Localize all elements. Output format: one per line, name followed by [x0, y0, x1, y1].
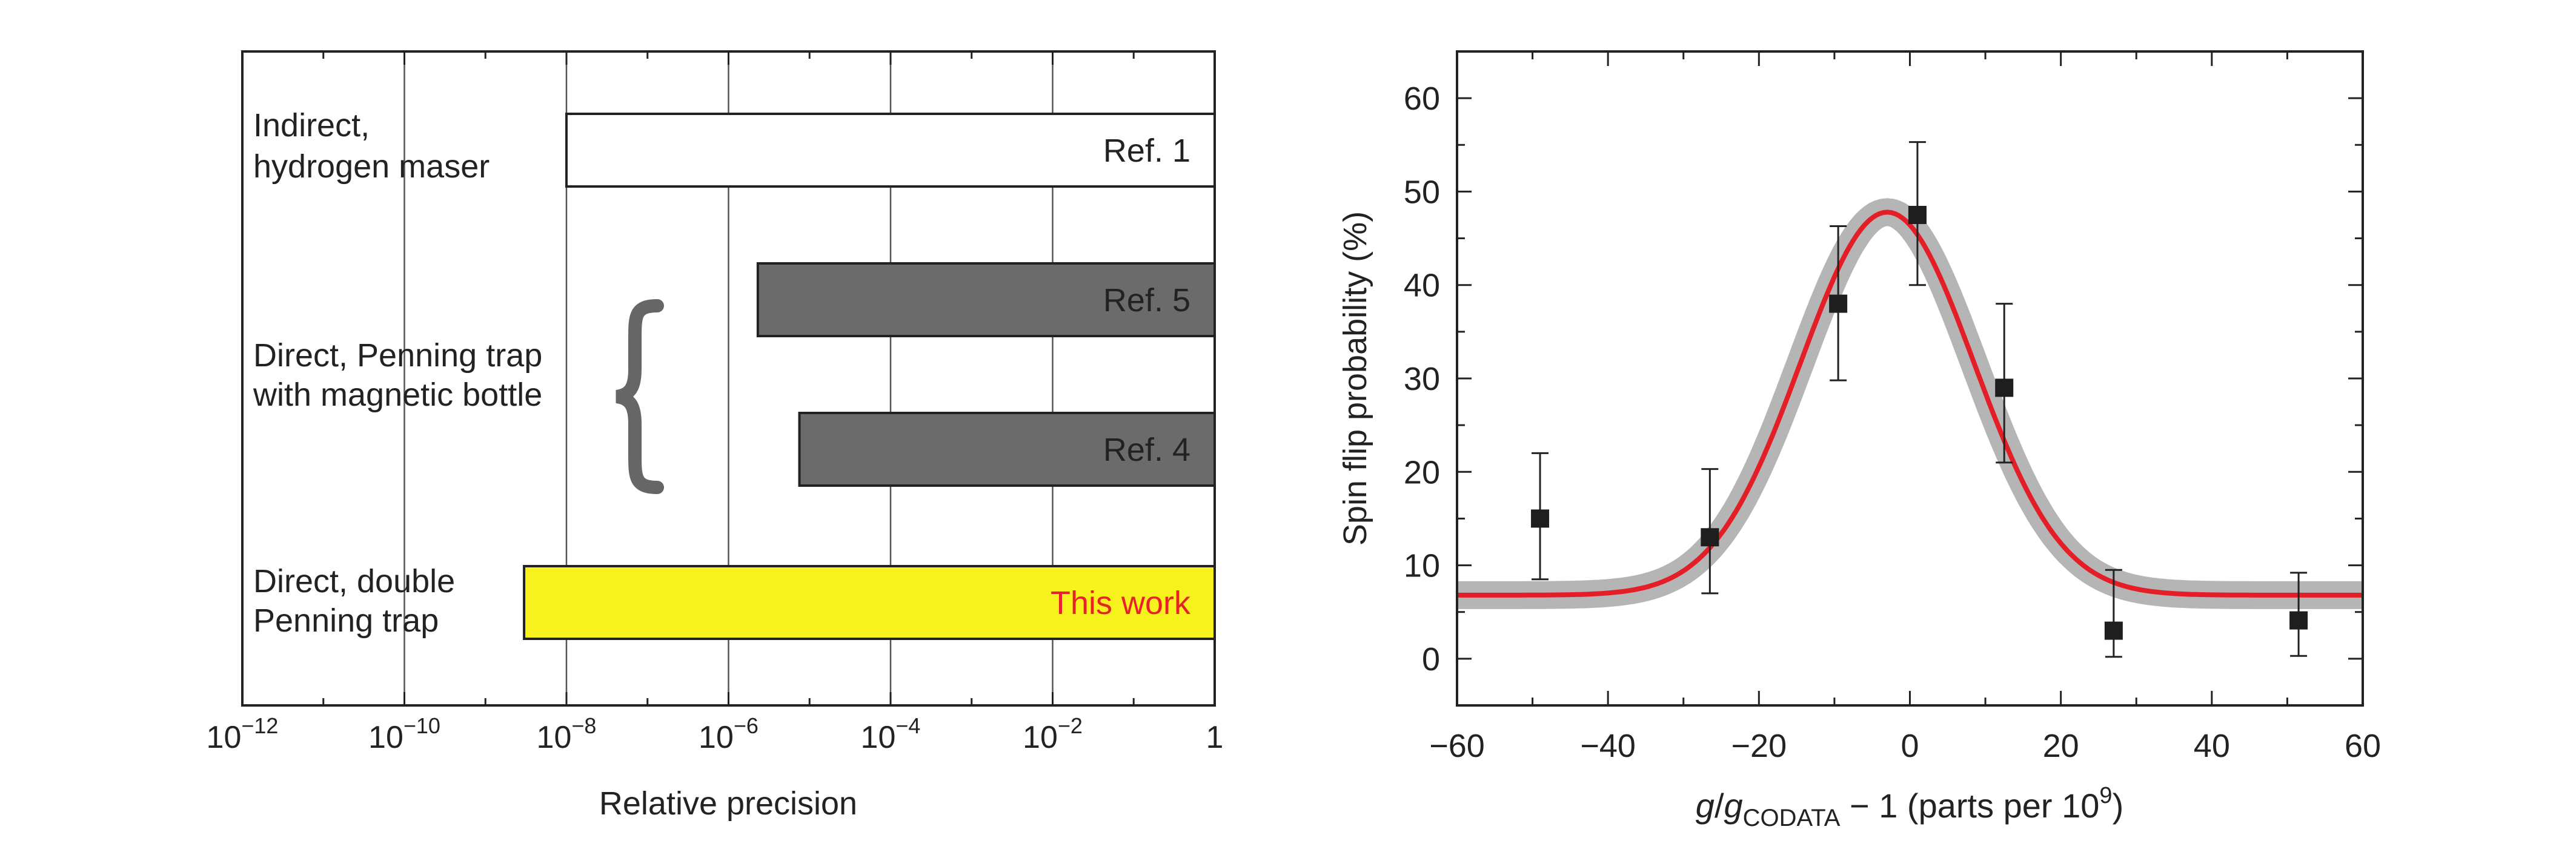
precision-bar-label: Ref. 4: [1103, 432, 1190, 468]
precision-tick-label: 10−6: [699, 713, 759, 755]
data-point-group: [1531, 452, 1550, 581]
data-point-group: [1995, 303, 2014, 464]
data-point: [2289, 611, 2308, 630]
precision-bar: [798, 412, 1216, 487]
spin-y-tick-label: 0: [1422, 641, 1440, 678]
precision-x-tick-labels: 10−12 10−10 10−8 10−6 10−4 10−2 1: [207, 713, 1224, 755]
spin-y-tick-label: 50: [1404, 174, 1440, 210]
spin-y-axis-label: Spin flip probability (%): [1337, 211, 1373, 546]
group-brace: [615, 299, 664, 494]
precision-tick-label: 10−2: [1023, 713, 1083, 755]
data-point: [1908, 206, 1927, 224]
data-point: [1531, 509, 1550, 528]
spin-y-tick-labels: 0 10 20 30 40 50 60: [1404, 81, 1440, 678]
spin-x-tick-label: 0: [1900, 728, 1919, 764]
spin-x-tick-label: 40: [2194, 728, 2230, 764]
precision-bar-label: This work: [1051, 585, 1191, 621]
data-point: [1995, 378, 2014, 397]
spin-y-tick-label: 30: [1404, 361, 1440, 397]
spin-x-tick-label: 60: [2345, 728, 2381, 764]
precision-tick-label: 1: [1206, 720, 1224, 755]
spin-x-tick-label: −60: [1429, 728, 1485, 764]
spin-ticks: [1456, 50, 2364, 707]
spin-x-tick-label: −20: [1731, 728, 1787, 764]
measurement-group-labels: Indirect, hydrogen maser Direct, Penning t…: [253, 107, 664, 639]
precision-bar-label: Ref. 1: [1103, 133, 1190, 169]
spin-x-tick-label: −40: [1580, 728, 1636, 764]
data-point-group: [1701, 468, 1719, 595]
precision-tick-label: 10−4: [861, 713, 921, 755]
data-point: [1701, 528, 1719, 547]
data-point: [1829, 294, 1848, 313]
data-point-group: [2289, 572, 2308, 657]
group-label-line: hydrogen maser: [253, 148, 490, 185]
precision-bar: [565, 113, 1216, 188]
group-label-line: Indirect,: [253, 107, 370, 144]
spin-x-tick-label: 20: [2043, 728, 2079, 764]
spin-y-tick-label: 20: [1404, 454, 1440, 490]
data-point-group: [2104, 569, 2123, 658]
gaussian-fit: [1447, 198, 2373, 609]
fit-confidence-band: [1447, 198, 2373, 609]
group-label-line: Direct, double: [253, 563, 455, 599]
group-label-line: Penning trap: [253, 602, 439, 639]
group-label-line: with magnetic bottle: [253, 377, 542, 413]
spin-flip-chart: −60 −40 −20 0 20 40 60 0 10 20 30 40 50 60 Spin flip…: [1337, 50, 2381, 831]
spin-y-tick-label: 60: [1404, 81, 1440, 117]
precision-tick-label: 10−12: [207, 713, 279, 755]
precision-bars: Ref. 1 Ref. 5 Ref. 4 This work: [523, 113, 1216, 640]
data-point: [2104, 621, 2123, 640]
spin-y-tick-label: 40: [1404, 268, 1440, 304]
data-point-group: [1829, 225, 1848, 381]
fit-curve: [1457, 210, 2363, 598]
precision-tick-label: 10−8: [537, 713, 597, 755]
precision-bar-label: Ref. 5: [1103, 282, 1190, 318]
precision-bar: [756, 262, 1216, 337]
group-label-line: Direct, Penning trap: [253, 337, 542, 374]
spin-x-tick-labels: −60 −40 −20 0 20 40 60: [1429, 728, 2381, 764]
precision-x-axis-label: Relative precision: [599, 785, 857, 822]
precision-x-ticks: [241, 51, 1216, 705]
data-points: [1531, 141, 2308, 658]
data-point-group: [1908, 141, 1927, 286]
spin-x-axis-label: g/gCODATA − 1 (parts per 109): [1696, 783, 2123, 831]
precision-tick-label: 10−10: [368, 713, 440, 755]
spin-y-tick-label: 10: [1404, 548, 1440, 584]
